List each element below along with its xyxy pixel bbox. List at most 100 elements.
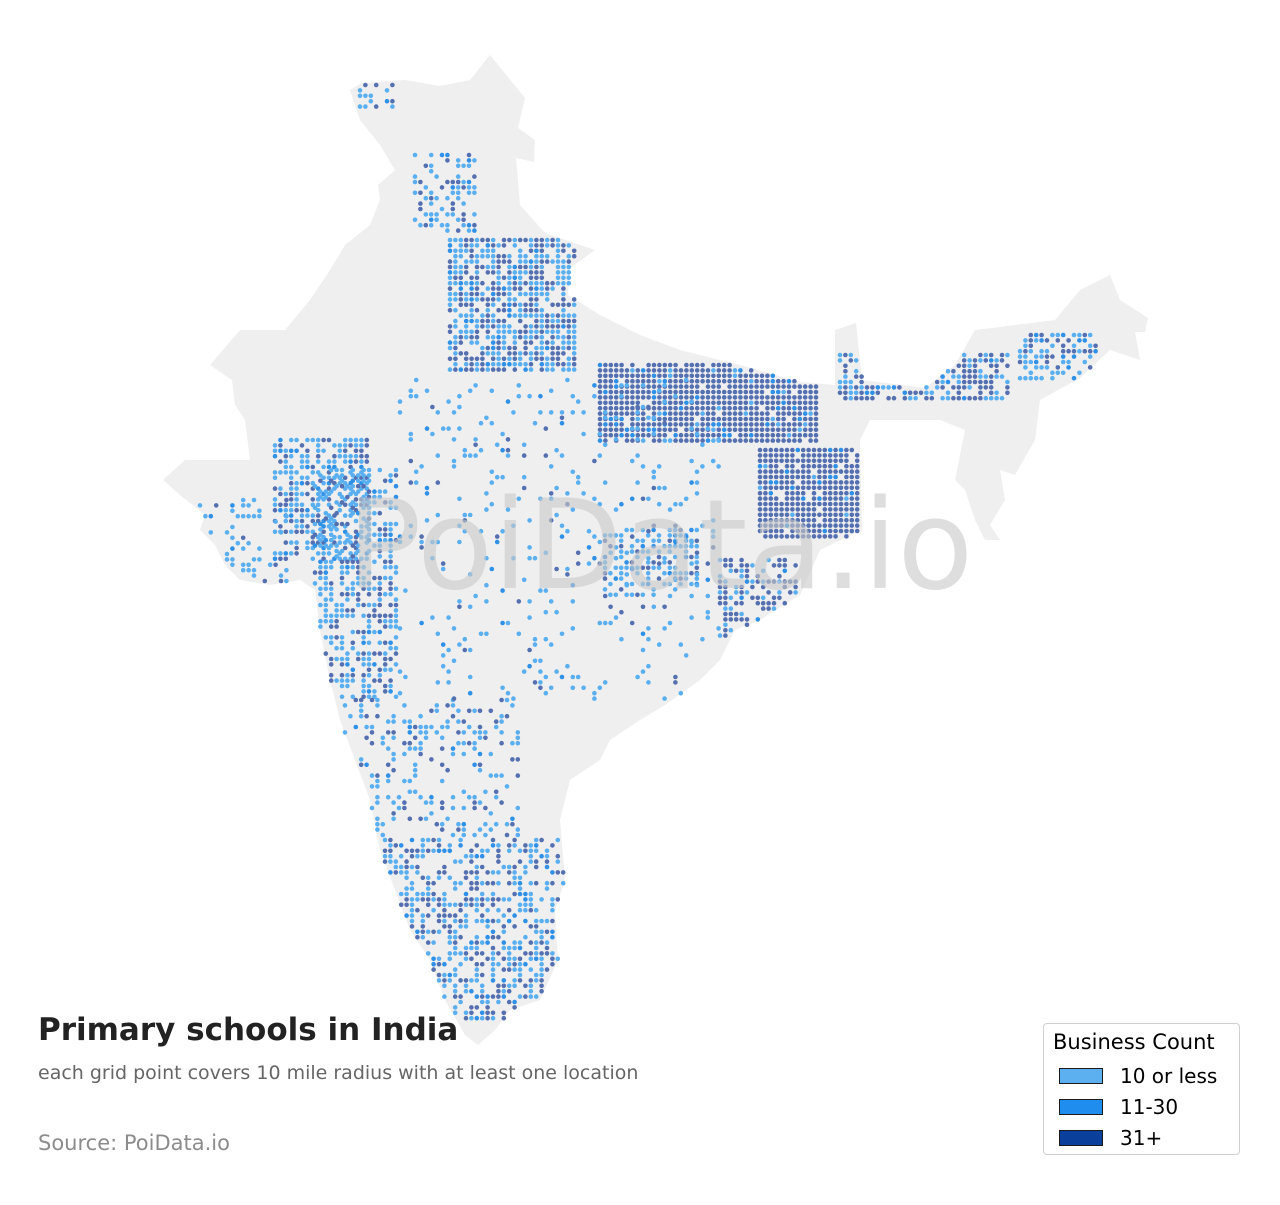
grid-point (283, 556, 289, 562)
grid-point (398, 902, 404, 908)
grid-point (844, 523, 849, 528)
grid-point (565, 377, 570, 383)
grid-point (763, 458, 768, 464)
grid-point (397, 410, 403, 415)
grid-point (800, 469, 806, 474)
grid-point (806, 485, 811, 491)
grid-point (299, 513, 305, 518)
grid-point (485, 880, 490, 886)
grid-point (763, 501, 768, 507)
grid-point (779, 512, 784, 518)
grid-point (763, 528, 768, 534)
grid-point (768, 485, 774, 491)
grid-point (425, 880, 431, 886)
grid-point (673, 368, 678, 373)
grid-point (694, 431, 700, 437)
grid-point (565, 501, 570, 507)
grid-point (453, 334, 458, 340)
grid-point (523, 907, 528, 913)
grid-point (284, 578, 289, 584)
grid-point (592, 383, 597, 388)
grid-point (533, 945, 539, 951)
grid-point (808, 438, 813, 443)
grid-point (844, 496, 849, 501)
grid-point (359, 459, 364, 464)
grid-point (364, 762, 369, 768)
grid-point (479, 880, 485, 886)
grid-point (581, 491, 586, 496)
grid-point (240, 546, 246, 551)
grid-point (453, 318, 458, 324)
grid-point (768, 507, 774, 512)
grid-point (457, 393, 462, 399)
map-title: Primary schools in India (38, 1012, 459, 1048)
grid-point (345, 683, 350, 689)
grid-point (768, 517, 774, 523)
grid-point (853, 368, 859, 374)
grid-point (760, 584, 766, 590)
grid-point (328, 640, 334, 646)
grid-point (474, 334, 480, 340)
grid-point (425, 951, 431, 956)
grid-point (318, 602, 323, 608)
grid-point (738, 411, 743, 416)
grid-point (571, 361, 577, 367)
grid-point (523, 897, 528, 902)
grid-point (733, 611, 739, 617)
grid-point (844, 501, 849, 507)
grid-point (350, 591, 356, 597)
grid-point (797, 395, 803, 400)
grid-point (485, 345, 491, 351)
grid-point (467, 690, 473, 696)
grid-point (197, 503, 203, 508)
grid-point (700, 442, 705, 448)
grid-point (797, 389, 803, 395)
grid-point (800, 485, 806, 491)
grid-point (348, 443, 353, 448)
grid-point (507, 351, 512, 356)
grid-point (683, 653, 689, 658)
grid-point (361, 467, 366, 473)
grid-point (827, 534, 833, 539)
grid-point (366, 672, 372, 678)
grid-point (409, 924, 415, 929)
grid-point (1028, 343, 1034, 349)
grid-point (1023, 365, 1028, 370)
grid-point (372, 608, 377, 613)
grid-point (523, 291, 528, 297)
grid-point (566, 367, 572, 372)
grid-point (382, 559, 388, 565)
grid-point (678, 432, 684, 438)
grid-point (474, 286, 480, 291)
grid-point (662, 405, 668, 411)
grid-point (372, 586, 377, 592)
grid-point (523, 918, 528, 924)
grid-point (423, 800, 429, 805)
grid-point (1033, 354, 1039, 359)
grid-point (332, 459, 337, 464)
grid-point (517, 253, 523, 259)
grid-point (1023, 354, 1028, 359)
grid-point (380, 832, 386, 838)
grid-point (458, 340, 464, 345)
grid-point (366, 624, 372, 629)
grid-point (678, 384, 684, 389)
grid-point (849, 512, 855, 518)
grid-point (630, 400, 635, 406)
grid-point (768, 490, 774, 496)
grid-point (434, 730, 440, 735)
grid-point (790, 496, 795, 501)
grid-point (618, 565, 624, 571)
grid-point (813, 416, 819, 422)
grid-point (359, 529, 364, 535)
grid-point (477, 730, 483, 735)
grid-point (738, 422, 743, 427)
grid-point (651, 587, 656, 592)
grid-point (1060, 359, 1066, 365)
grid-point (684, 373, 689, 379)
grid-point (272, 502, 278, 508)
grid-point (689, 554, 694, 560)
grid-point (833, 463, 838, 469)
grid-point (483, 832, 488, 838)
grid-point (439, 746, 445, 751)
